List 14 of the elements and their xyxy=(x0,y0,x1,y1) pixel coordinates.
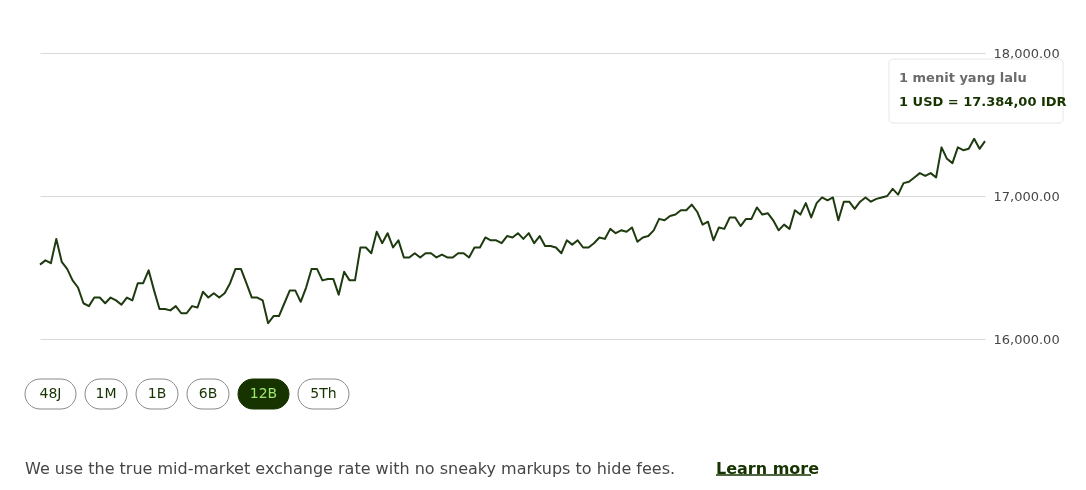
text: 48J xyxy=(39,385,62,401)
y-tick-label: 18,000.00 xyxy=(993,45,1060,61)
text: 1B xyxy=(147,385,167,401)
line-series xyxy=(39,137,986,325)
text: 6B xyxy=(198,385,218,401)
y-tick-label: 17,000.00 xyxy=(993,188,1060,204)
text: 1M xyxy=(95,385,117,401)
annotation: 1 USD = 17.384,00 IDR xyxy=(899,94,1067,109)
y-tick-label: 16,000.00 xyxy=(993,331,1060,347)
text: 5Th xyxy=(310,385,337,401)
annotation: 1 menit yang lalu xyxy=(899,70,1027,85)
text: We use the true mid-market exchange rate with no sneaky markups to hide fees. xyxy=(25,459,676,478)
text: Learn more xyxy=(716,459,820,478)
text: 12B xyxy=(249,385,278,401)
